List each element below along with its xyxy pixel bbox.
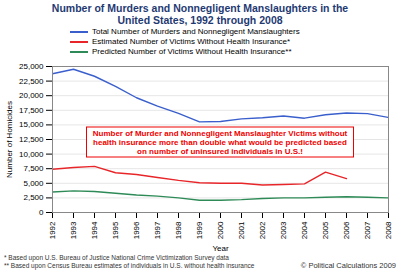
svg-text:2008: 2008: [384, 221, 393, 239]
svg-text:0: 0: [39, 208, 44, 217]
svg-text:12,500: 12,500: [19, 135, 44, 144]
svg-text:10,000: 10,000: [19, 150, 44, 159]
svg-text:2007: 2007: [363, 221, 372, 239]
svg-text:1992: 1992: [48, 221, 57, 239]
svg-text:2,500: 2,500: [23, 193, 44, 202]
svg-text:1998: 1998: [174, 221, 183, 239]
svg-text:2003: 2003: [279, 221, 288, 239]
svg-text:1993: 1993: [69, 221, 78, 239]
svg-text:7,500: 7,500: [23, 164, 44, 173]
html-text:Predicted Number of Victims Wi: Predicted Number of Victims Without Heal…: [92, 47, 292, 56]
svg-text:1995: 1995: [111, 221, 120, 239]
svg-text:2006: 2006: [342, 221, 351, 239]
svg-text:1994: 1994: [90, 221, 99, 239]
svg-text:15,000: 15,000: [19, 120, 44, 129]
html-text:Total Number of Murders and No: Total Number of Murders and Nonnegligent…: [92, 27, 300, 36]
svg-text:1997: 1997: [153, 221, 162, 239]
svg-text:22,500: 22,500: [19, 77, 44, 86]
svg-text:17,500: 17,500: [19, 106, 44, 115]
html-text:Number of Murders and Nonnegli: Number of Murders and Nonnegligent Mansl…: [51, 2, 349, 26]
svg-text:25,000: 25,000: [19, 62, 44, 71]
svg-text:Year: Year: [212, 244, 229, 253]
svg-text:2001: 2001: [237, 221, 246, 239]
html-text:Number of Murder and Nonneglig: Number of Murder and Nonnegligent Mansla…: [92, 128, 348, 156]
html-text:** Based upon Census Bureau es: ** Based upon Census Bureau estimates of…: [4, 262, 255, 269]
svg-text:2002: 2002: [258, 221, 267, 239]
svg-text:2005: 2005: [321, 221, 330, 239]
html-text:Estimated Number of Victims Wi: Estimated Number of Victims Without Heal…: [92, 37, 291, 46]
svg-text:1999: 1999: [195, 221, 204, 239]
svg-text:20,000: 20,000: [19, 91, 44, 100]
svg-text:5,000: 5,000: [23, 179, 44, 188]
svg-text:1996: 1996: [132, 221, 141, 239]
svg-text:2004: 2004: [300, 221, 309, 239]
html-text:© Political Calculations 2009: © Political Calculations 2009: [300, 261, 396, 270]
svg-text:Number of Homicides: Number of Homicides: [5, 101, 14, 178]
html-text:* Based upon U.S. Bureau of Ju: * Based upon U.S. Bureau of Justice Nati…: [4, 254, 229, 261]
svg-text:2000: 2000: [216, 221, 225, 239]
